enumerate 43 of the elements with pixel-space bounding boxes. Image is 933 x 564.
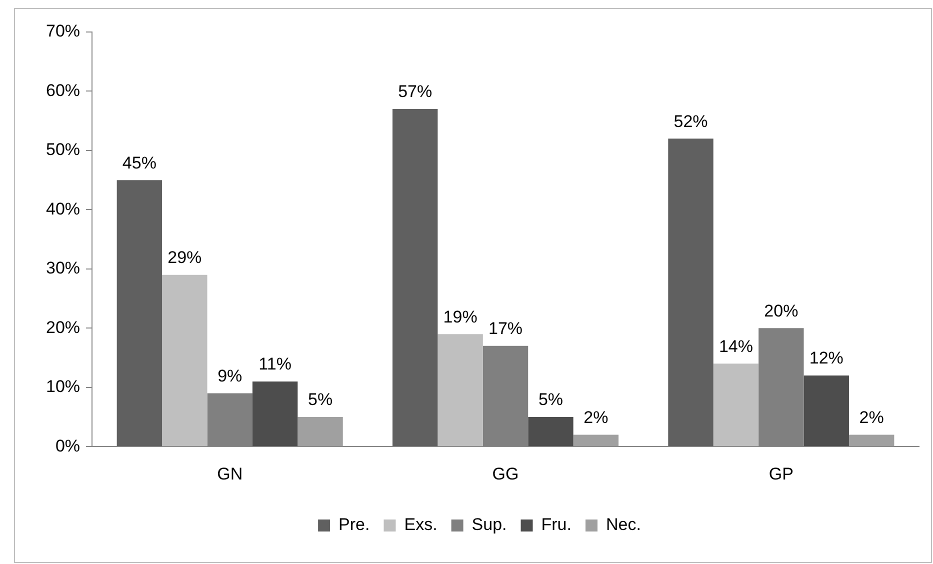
- legend-label: Fru.: [541, 515, 572, 534]
- legend-label: Sup.: [472, 515, 507, 534]
- bar: [573, 434, 619, 446]
- data-label: 20%: [764, 301, 798, 320]
- bar: [804, 376, 849, 446]
- bar: [116, 180, 162, 446]
- legend-label: Exs.: [404, 515, 438, 534]
- bar: [848, 434, 894, 446]
- x-tick-label: GN: [217, 464, 243, 484]
- legend-label: Nec.: [606, 515, 641, 534]
- data-label: 17%: [488, 319, 523, 338]
- bar: [162, 274, 208, 446]
- data-label: 9%: [218, 366, 242, 386]
- bar: [668, 138, 714, 446]
- x-tick-label: GG: [492, 464, 519, 484]
- data-label: 2%: [584, 408, 608, 427]
- data-label: 19%: [443, 307, 478, 326]
- data-label: 52%: [674, 112, 708, 131]
- y-tick-label: 50%: [46, 140, 80, 160]
- legend-label: Pre.: [338, 515, 370, 534]
- data-label: 2%: [859, 408, 884, 427]
- data-label: 11%: [258, 354, 292, 374]
- y-tick-label: 10%: [46, 377, 80, 396]
- y-tick-label: 20%: [46, 318, 80, 337]
- bar: [438, 334, 483, 446]
- data-label: 5%: [538, 390, 564, 410]
- bar: [528, 416, 574, 446]
- data-label: 57%: [398, 82, 432, 102]
- y-tick-label: 70%: [46, 22, 80, 41]
- bar: [392, 108, 438, 446]
- data-label: 14%: [718, 336, 753, 356]
- x-tick-label: GP: [768, 464, 794, 484]
- data-label: 5%: [308, 390, 333, 410]
- bar: [252, 381, 298, 446]
- bar: [298, 416, 343, 446]
- y-tick-label: 40%: [46, 199, 80, 218]
- data-label: 12%: [809, 348, 844, 368]
- data-label: 45%: [122, 153, 156, 172]
- data-label: 29%: [168, 248, 202, 268]
- y-tick-label: 30%: [46, 258, 80, 278]
- y-tick-label: 0%: [55, 436, 80, 456]
- bar: [713, 364, 759, 446]
- y-tick-label: 60%: [46, 80, 80, 100]
